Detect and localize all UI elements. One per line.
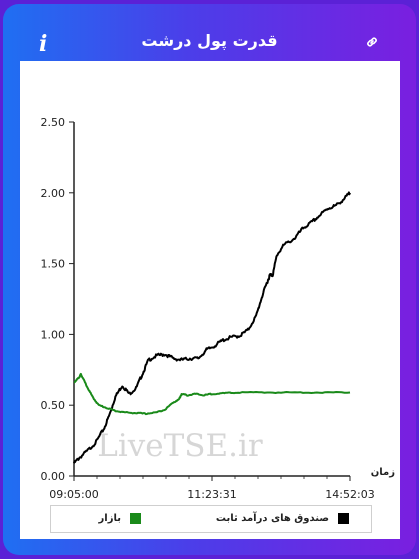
chart-legend: صندوق های درآمد ثابت بازار — [50, 505, 372, 533]
legend-swatch — [130, 513, 141, 524]
y-tick-label: 2.50 — [41, 116, 66, 129]
legend-label: بازار — [98, 513, 121, 524]
widget-card: i قدرت پول درشت LiveTSE.ir 0.00 0.50 1.00 1… — [3, 4, 416, 555]
x-axis-label: زمان — [371, 467, 395, 478]
y-tick-label: 0.50 — [41, 399, 66, 412]
x-tick-label: 14:52:03 — [325, 488, 374, 501]
y-tick-label: 0.00 — [41, 470, 66, 483]
watermark: LiveTSE.ir — [97, 428, 263, 464]
line-chart: LiveTSE.ir 0.00 0.50 1.00 1.50 2.00 2.50 09:05… — [41, 116, 396, 501]
widget-header: i قدرت پول درشت — [3, 4, 416, 58]
x-tick-label: 09:05:00 — [49, 488, 98, 501]
info-icon[interactable]: i — [39, 31, 48, 57]
legend-item-market[interactable]: بازار — [61, 512, 141, 526]
legend-label: صندوق های درآمد ثابت — [215, 513, 329, 524]
x-tick-label: 11:23:31 — [187, 488, 236, 501]
widget-title: قدرت پول درشت — [141, 31, 278, 50]
series-line-0 — [73, 191, 351, 464]
series-line-1 — [73, 372, 351, 416]
y-tick-label: 1.50 — [41, 258, 66, 271]
y-tick-label: 2.00 — [41, 187, 66, 200]
chart-panel: LiveTSE.ir 0.00 0.50 1.00 1.50 2.00 2.50 09:05… — [20, 61, 400, 539]
legend-item-fixed-income-funds[interactable]: صندوق های درآمد ثابت — [209, 512, 349, 526]
y-tick-label: 1.00 — [41, 328, 66, 341]
legend-swatch — [338, 513, 349, 524]
link-icon[interactable] — [365, 35, 379, 49]
